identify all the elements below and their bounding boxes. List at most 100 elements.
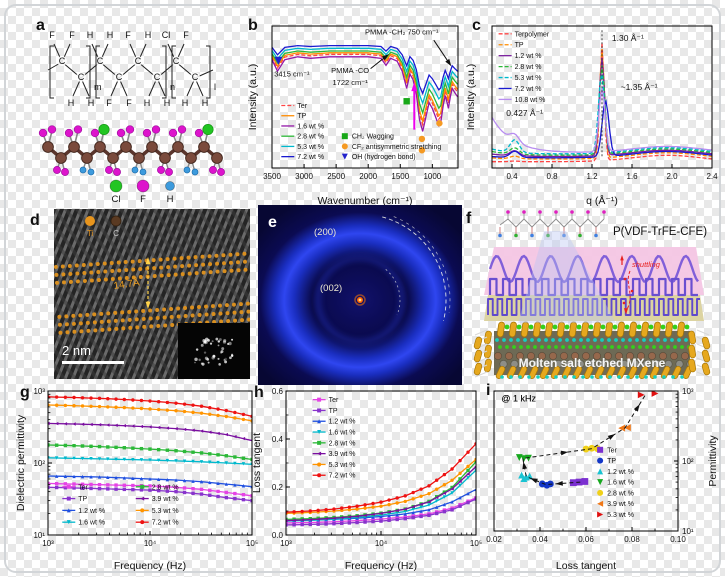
svg-text:Permittivity: Permittivity [707,435,719,487]
svg-text:5.3 wt %: 5.3 wt % [152,508,179,515]
svg-text:F: F [140,194,146,205]
svg-text:2.8 wt %: 2.8 wt % [607,490,634,497]
svg-text:Ter: Ter [78,484,88,491]
panel-h-loss-chart: 10³ 10⁴ 10⁵ 0.0 0.2 0.4 0.6 Frequency (Hz) Loss … [251,387,482,572]
panel-f: f P(VDF-TrFE-CFE) shuttling Molten salt et… [464,203,722,385]
svg-text:10.8 wt %: 10.8 wt % [515,97,546,104]
svg-text:F: F [125,30,131,40]
svg-text:H: H [107,30,114,40]
svg-text:H: H [88,98,95,108]
svg-text:shuttling: shuttling [632,260,661,269]
svg-text:1.2 wt %: 1.2 wt % [329,419,356,426]
svg-text:H: H [145,30,152,40]
svg-text:1500: 1500 [391,172,409,181]
svg-text:10³: 10³ [280,539,292,548]
svg-text:P(VDF-TrFE-CFE): P(VDF-TrFE-CFE) [613,226,707,238]
svg-text:2.8 wt %: 2.8 wt % [329,440,356,447]
svg-text:Frequency (Hz): Frequency (Hz) [114,560,186,572]
svg-text:3.9 wt %: 3.9 wt % [607,501,634,508]
svg-text:1.2 wt %: 1.2 wt % [607,469,634,476]
panel-g-label: g [20,384,30,401]
svg-text:H: H [164,98,171,108]
svg-text:2.4: 2.4 [706,172,718,181]
svg-text:5.3 wt %: 5.3 wt % [297,144,324,151]
svg-text:@ 1 kHz: @ 1 kHz [501,394,536,404]
svg-text:l: l [214,82,216,92]
svg-text:Loss tangent: Loss tangent [556,560,616,572]
svg-text:H: H [68,98,75,108]
panel-i: i @ 1 kHz 0.02 0.04 0.06 0.08 0.10 10¹ 10² 10³ Lo… [482,383,722,575]
svg-text:C: C [78,72,85,82]
svg-text:m: m [94,82,102,92]
svg-text:1.6 wt %: 1.6 wt % [297,123,324,130]
svg-text:Frequency (Hz): Frequency (Hz) [345,560,417,572]
panel-b: b PMMA -CH₂ 750 cm⁻¹ PMMA -CO 1722 cm⁻¹ 341… [246,10,464,210]
svg-text:CH₂ Wagging: CH₂ Wagging [352,134,394,141]
svg-text:14.7Å: 14.7Å [113,275,141,292]
svg-text:TP: TP [78,496,87,503]
panel-f-label: f [466,210,472,227]
svg-text:1000: 1000 [423,172,441,181]
svg-text:C: C [154,72,161,82]
svg-text:3000: 3000 [295,172,313,181]
svg-text:10⁵: 10⁵ [246,539,258,548]
svg-text:(200): (200) [314,227,336,238]
panel-d-label: d [30,212,40,229]
svg-text:Intensity (a.u.): Intensity (a.u.) [247,64,259,131]
svg-text:C: C [97,56,104,66]
panel-b-label: b [248,17,258,34]
svg-text:10¹: 10¹ [682,527,694,536]
svg-text:C: C [59,56,66,66]
svg-text:0.4: 0.4 [506,172,518,181]
svg-text:7.2 wt %: 7.2 wt % [297,154,324,161]
panel-e-diffraction-image: (200) (002) [258,205,462,385]
panel-c-label: c [472,17,481,34]
svg-text:TP: TP [607,458,616,465]
svg-text:CF₂ antisymmetric stretching: CF₂ antisymmetric stretching [352,144,442,151]
svg-text:2 nm: 2 nm [62,343,91,358]
svg-text:C: C [116,72,123,82]
svg-text:F: F [126,98,132,108]
svg-text:~1.35 Å⁻¹: ~1.35 Å⁻¹ [621,82,658,92]
svg-text:10²: 10² [33,459,45,468]
panel-b-ftir-chart: PMMA -CH₂ 750 cm⁻¹ PMMA -CO 1722 cm⁻¹ 3415 … [247,25,459,207]
svg-text:Cl: Cl [112,194,121,205]
svg-text:H: H [202,98,209,108]
svg-text:F: F [183,30,189,40]
svg-text:2.8 wt %: 2.8 wt % [297,134,324,141]
svg-text:H: H [167,194,174,205]
svg-text:0.02: 0.02 [486,535,502,544]
panel-f-schematic: P(VDF-TrFE-CFE) shuttling Molten salt etch… [473,210,711,379]
svg-text:5.3 wt %: 5.3 wt % [515,75,542,82]
svg-text:1722 cm⁻¹: 1722 cm⁻¹ [333,78,369,87]
svg-text:2500: 2500 [327,172,345,181]
svg-text:F: F [49,30,55,40]
svg-text:Ter: Ter [329,397,339,404]
svg-text:Dielectric permittivity: Dielectric permittivity [15,414,27,511]
svg-text:Terpolymer: Terpolymer [515,31,550,38]
svg-text:0.427 Å⁻¹: 0.427 Å⁻¹ [506,108,543,118]
svg-text:Ti: Ti [87,229,94,238]
svg-text:2.8 wt %: 2.8 wt % [515,64,542,71]
svg-text:TP: TP [329,408,338,415]
svg-text:Intensity (a.u.): Intensity (a.u.) [465,64,477,131]
svg-text:10⁴: 10⁴ [375,539,388,548]
svg-text:C: C [113,229,119,238]
svg-text:3.9 wt %: 3.9 wt % [152,496,179,503]
svg-text:0.04: 0.04 [532,535,548,544]
svg-text:F: F [69,30,75,40]
svg-text:H: H [144,98,151,108]
panel-d: d 14.7Å Ti C 2 nm [28,205,256,385]
panel-c: c 1.30 Å⁻¹ ~1.35 Å⁻¹ 0.427 Å⁻¹ 0.4 0.8 1.2 1.6… [464,10,720,210]
svg-text:7.2 wt %: 7.2 wt % [329,473,356,480]
svg-text:5.3 wt %: 5.3 wt % [329,462,356,469]
svg-text:Wavenumber (cm⁻¹): Wavenumber (cm⁻¹) [318,195,413,207]
panel-h-label: h [254,384,264,401]
svg-text:n: n [170,82,175,92]
svg-text:TP: TP [515,42,524,49]
svg-text:H: H [182,98,189,108]
svg-text:0.4: 0.4 [272,435,284,444]
svg-text:1.30 Å⁻¹: 1.30 Å⁻¹ [612,33,644,43]
svg-text:1.6 wt %: 1.6 wt % [329,430,356,437]
